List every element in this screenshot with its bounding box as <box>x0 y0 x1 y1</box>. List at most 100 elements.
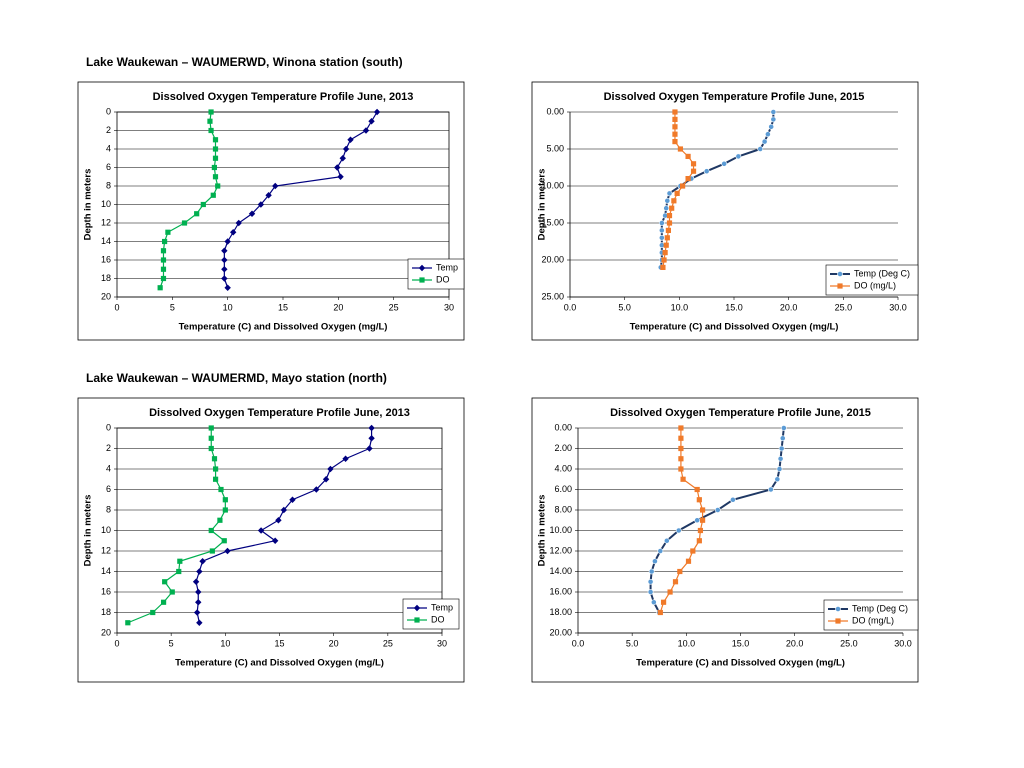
marker <box>652 558 658 565</box>
y-tick-label: 4 <box>106 463 111 473</box>
marker <box>671 198 677 204</box>
marker <box>761 138 768 145</box>
marker <box>196 619 203 626</box>
x-tick-label: 0.0 <box>572 638 585 648</box>
marker <box>209 548 215 554</box>
legend-box <box>402 598 460 630</box>
marker <box>419 277 425 283</box>
plot-frame <box>116 427 443 634</box>
x-axis-title: Temperature (C) and Dissolved Oxygen (mg… <box>175 658 384 669</box>
marker <box>776 466 783 472</box>
marker <box>337 173 344 180</box>
marker <box>699 507 706 513</box>
marker <box>368 424 375 432</box>
y-tick-label: 4 <box>106 143 111 153</box>
y-tick-label: 0.00 <box>554 422 572 432</box>
x-tick-label: 5 <box>170 302 175 312</box>
marker <box>657 609 663 616</box>
marker <box>368 435 375 442</box>
series-line <box>659 112 775 268</box>
marker <box>703 168 710 175</box>
marker <box>362 127 370 134</box>
marker <box>160 275 167 282</box>
marker <box>257 201 265 208</box>
marker <box>257 527 265 534</box>
marker <box>672 139 678 145</box>
y-tick-label: 10.00 <box>549 525 572 535</box>
marker <box>666 220 673 226</box>
marker <box>663 537 670 544</box>
marker <box>418 264 426 272</box>
y-tick-label: 14 <box>101 236 111 246</box>
marker <box>313 486 320 493</box>
y-tick-label: 10.00 <box>541 180 564 190</box>
marker <box>275 517 282 524</box>
marker <box>694 486 700 493</box>
legend-box <box>407 258 465 290</box>
marker <box>347 136 354 143</box>
marker <box>657 548 664 554</box>
x-tick-label: 25 <box>383 638 393 648</box>
y-tick-label: 12 <box>101 217 111 227</box>
marker <box>767 486 774 493</box>
legend-label: Temp (Deg C) <box>852 603 908 613</box>
marker <box>192 578 200 585</box>
y-tick-label: 0 <box>106 106 111 116</box>
x-tick-label: 15.0 <box>732 638 750 648</box>
y-tick-label: 20.00 <box>541 254 564 264</box>
marker <box>212 137 219 143</box>
marker <box>366 445 373 452</box>
legend-label: Temp (Deg C) <box>854 268 910 278</box>
chart-border <box>77 81 465 341</box>
y-tick-label: 18 <box>101 607 111 617</box>
marker <box>835 618 841 624</box>
marker <box>221 256 228 264</box>
marker <box>195 599 202 606</box>
marker <box>208 109 214 115</box>
marker <box>289 496 296 503</box>
marker <box>678 466 684 472</box>
marker <box>212 466 219 472</box>
x-tick-label: 15 <box>274 638 284 648</box>
x-tick-label: 0.0 <box>564 302 577 312</box>
y-tick-label: 4.00 <box>554 463 572 473</box>
legend-label: Temp <box>436 262 458 272</box>
marker <box>667 589 673 595</box>
marker <box>176 568 182 575</box>
marker <box>690 161 697 167</box>
marker <box>730 496 736 503</box>
y-tick-label: 10 <box>101 199 111 209</box>
y-tick-label: 16.00 <box>549 586 572 596</box>
marker <box>663 242 669 248</box>
x-tick-label: 20.0 <box>786 638 804 648</box>
marker <box>235 219 242 227</box>
marker <box>160 266 167 272</box>
marker <box>675 527 682 534</box>
marker <box>672 579 679 585</box>
y-tick-label: 0 <box>106 422 111 432</box>
x-tick-label: 30 <box>437 638 447 648</box>
marker <box>672 124 678 130</box>
marker <box>208 435 214 441</box>
x-tick-label: 20 <box>329 638 339 648</box>
y-tick-label: 6.00 <box>554 484 572 494</box>
y-tick-label: 12 <box>101 545 111 555</box>
marker <box>169 589 175 595</box>
marker <box>664 235 670 241</box>
marker <box>658 220 665 226</box>
marker <box>322 476 330 483</box>
marker <box>678 456 684 462</box>
x-tick-label: 25.0 <box>840 638 858 648</box>
chart-border <box>77 397 465 683</box>
marker <box>160 599 167 605</box>
plot-frame <box>116 111 450 298</box>
marker <box>280 506 288 514</box>
marker <box>669 205 675 211</box>
marker <box>221 247 228 254</box>
marker <box>212 155 219 161</box>
x-tick-label: 10.0 <box>678 638 696 648</box>
series-line <box>662 112 695 268</box>
x-axis-title: Temperature (C) and Dissolved Oxygen (mg… <box>636 658 845 669</box>
x-tick-label: 30 <box>444 302 454 312</box>
marker <box>222 497 228 503</box>
